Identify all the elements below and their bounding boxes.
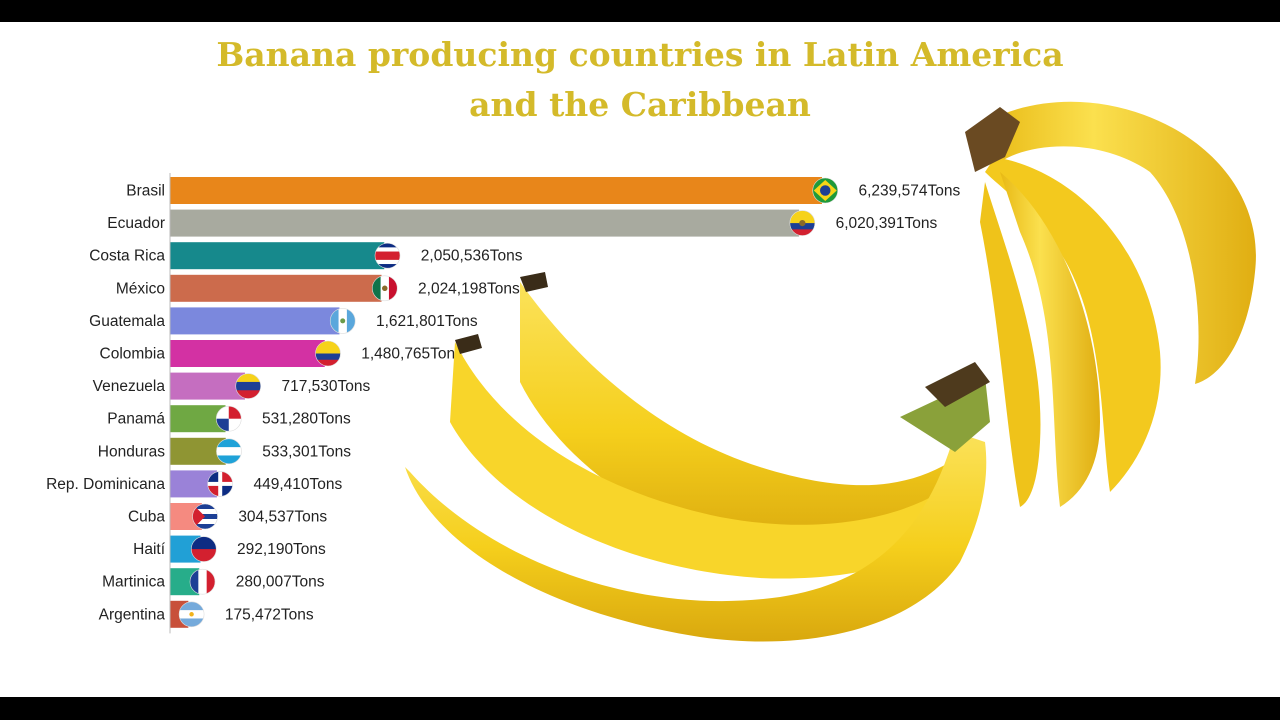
martinique-flag-icon bbox=[189, 568, 216, 595]
category-label: Venezuela bbox=[93, 378, 166, 395]
category-label: Martinica bbox=[102, 574, 165, 591]
value-label: 533,301Tons bbox=[262, 443, 351, 460]
category-label: Honduras bbox=[98, 443, 165, 460]
value-label: 2,024,198Tons bbox=[418, 280, 520, 297]
argentina-flag-icon bbox=[178, 601, 205, 628]
bar bbox=[170, 209, 800, 237]
bar-row: Argentina 175,472Tons bbox=[99, 600, 314, 628]
guatemala-flag-icon bbox=[329, 308, 356, 334]
bar-row: Ecuador 6,020,391Tons bbox=[107, 209, 938, 237]
mexico-flag-icon bbox=[371, 275, 398, 302]
value-label: 280,007Tons bbox=[236, 574, 325, 591]
bar-row: Martinica 280,007Tons bbox=[102, 568, 325, 596]
category-label: Argentina bbox=[99, 606, 166, 623]
bar-row: Honduras 533,301Tons bbox=[98, 437, 351, 465]
panama-flag-icon bbox=[215, 405, 242, 432]
brazil-flag-icon bbox=[812, 177, 839, 204]
bar-row: Brasil 6,239,574Tons bbox=[126, 177, 960, 204]
colombia-flag-icon bbox=[315, 340, 341, 367]
category-label: Rep. Dominicana bbox=[46, 476, 165, 493]
bar bbox=[170, 242, 385, 270]
haiti-flag-icon bbox=[190, 536, 217, 562]
chart-title: Banana producing countries in Latin Amer… bbox=[0, 30, 1280, 130]
bar bbox=[170, 177, 822, 204]
bar bbox=[170, 274, 382, 302]
category-label: Brasil bbox=[126, 183, 165, 200]
costa-rica-flag-icon bbox=[374, 242, 401, 269]
category-label: Ecuador bbox=[107, 215, 165, 232]
bar bbox=[170, 307, 340, 335]
cuba-flag-icon bbox=[192, 503, 218, 530]
value-label: 6,239,574Tons bbox=[859, 183, 961, 200]
category-label: México bbox=[116, 280, 165, 297]
value-label: 292,190Tons bbox=[237, 541, 326, 558]
value-label: 175,472Tons bbox=[225, 606, 314, 623]
value-label: 304,537Tons bbox=[238, 509, 327, 526]
bar-row: Venezuela 717,530Tons bbox=[93, 372, 370, 400]
category-label: Colombia bbox=[100, 346, 166, 363]
category-label: Cuba bbox=[128, 509, 165, 526]
category-label: Panamá bbox=[107, 411, 165, 428]
bar bbox=[170, 372, 245, 400]
chart-title-line-2: and the Caribbean bbox=[469, 85, 811, 124]
bar-row: Guatemala 1,621,801Tons bbox=[89, 307, 478, 335]
dominican-republic-flag-icon bbox=[207, 471, 234, 497]
video-frame: Banana producing countries in Latin Amer… bbox=[0, 22, 1280, 697]
value-label: 1,621,801Tons bbox=[376, 313, 478, 330]
value-label: 449,410Tons bbox=[253, 476, 342, 493]
chart-title-line-1: Banana producing countries in Latin Amer… bbox=[216, 35, 1064, 74]
value-label: 2,050,536Tons bbox=[421, 248, 523, 265]
bar bbox=[170, 340, 325, 367]
bar-row: Panamá 531,280Tons bbox=[107, 405, 351, 433]
ecuador-flag-icon bbox=[789, 210, 816, 236]
bar-row: Haití 292,190Tons bbox=[133, 535, 326, 563]
value-label: 531,280Tons bbox=[262, 411, 351, 428]
value-label: 6,020,391Tons bbox=[836, 215, 938, 232]
bar-row: Costa Rica 2,050,536Tons bbox=[89, 242, 523, 270]
category-label: Haití bbox=[133, 541, 166, 558]
value-label: 717,530Tons bbox=[281, 378, 370, 395]
value-label: 1,480,765Tons bbox=[361, 346, 463, 363]
category-label: Costa Rica bbox=[89, 248, 165, 265]
venezuela-flag-icon bbox=[235, 373, 262, 399]
bar-row: México 2,024,198Tons bbox=[116, 274, 520, 302]
bar-chart: Brasil 6,239,574Tons Ecuador 6,020,391Tons C… bbox=[46, 173, 960, 634]
honduras-flag-icon bbox=[216, 438, 242, 465]
bar-row: Rep. Dominicana 449,410Tons bbox=[46, 470, 342, 498]
bar-row: Cuba 304,537Tons bbox=[128, 503, 327, 530]
category-label: Guatemala bbox=[89, 313, 165, 330]
bar-row: Colombia 1,480,765Tons bbox=[100, 340, 463, 367]
